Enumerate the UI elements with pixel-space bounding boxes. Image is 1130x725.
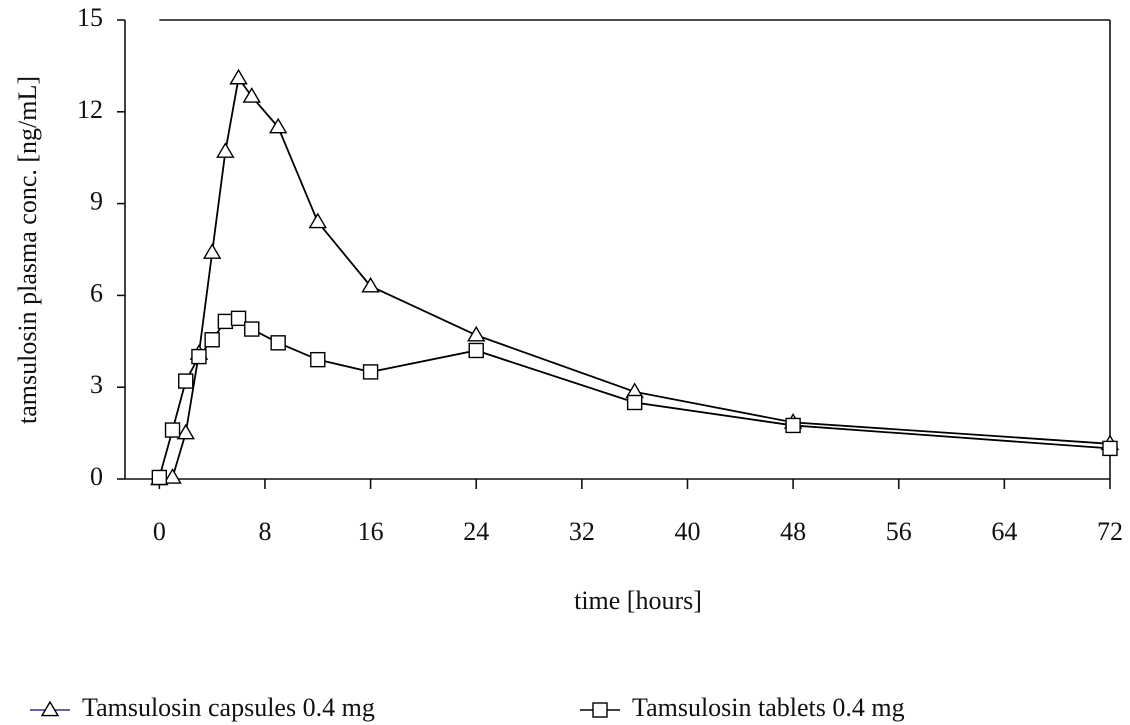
- marker: [229, 68, 248, 85]
- y-tick-label: 12: [77, 95, 103, 124]
- marker: [361, 276, 380, 293]
- y-axis-label: tamsulosin plasma conc. [ng/mL]: [13, 76, 42, 424]
- y-tick-label: 6: [90, 278, 103, 307]
- marker: [178, 373, 194, 389]
- marker: [310, 351, 326, 368]
- y-tick-label: 9: [90, 187, 103, 216]
- marker: [270, 335, 286, 351]
- series-line: [159, 75, 1111, 480]
- marker: [268, 117, 288, 134]
- x-tick-label: 48: [780, 517, 806, 546]
- x-tick-label: 72: [1097, 517, 1123, 546]
- marker: [244, 321, 260, 337]
- y-tick-label: 15: [77, 3, 103, 32]
- x-tick-label: 56: [886, 517, 912, 546]
- y-tick-label: 0: [90, 462, 103, 491]
- legend-label: Tamsulosin capsules 0.4 mg: [82, 693, 375, 722]
- marker: [202, 243, 222, 259]
- x-tick-label: 24: [463, 517, 489, 546]
- marker: [204, 332, 220, 348]
- marker: [468, 342, 484, 359]
- legend-marker: [40, 700, 60, 717]
- marker: [164, 422, 181, 438]
- marker: [191, 348, 207, 365]
- marker: [163, 468, 182, 484]
- marker: [216, 142, 235, 158]
- marker: [242, 87, 261, 103]
- x-tick-label: 8: [258, 517, 271, 546]
- x-axis-label: time [hours]: [574, 586, 702, 615]
- legend-label: Tamsulosin tablets 0.4 mg: [632, 693, 905, 722]
- marker: [466, 325, 486, 342]
- marker: [308, 212, 327, 229]
- marker: [217, 313, 234, 330]
- x-tick-label: 0: [153, 517, 166, 546]
- marker: [1102, 440, 1118, 457]
- legend-marker: [592, 702, 608, 718]
- x-tick-label: 32: [569, 517, 595, 546]
- marker: [151, 469, 168, 486]
- marker: [626, 394, 643, 411]
- x-tick-label: 64: [991, 517, 1017, 546]
- x-tick-label: 16: [358, 517, 384, 546]
- x-tick-label: 40: [674, 517, 700, 546]
- marker: [785, 417, 801, 434]
- marker: [176, 423, 195, 440]
- marker: [230, 310, 247, 327]
- y-tick-label: 3: [90, 370, 103, 399]
- marker: [362, 364, 379, 380]
